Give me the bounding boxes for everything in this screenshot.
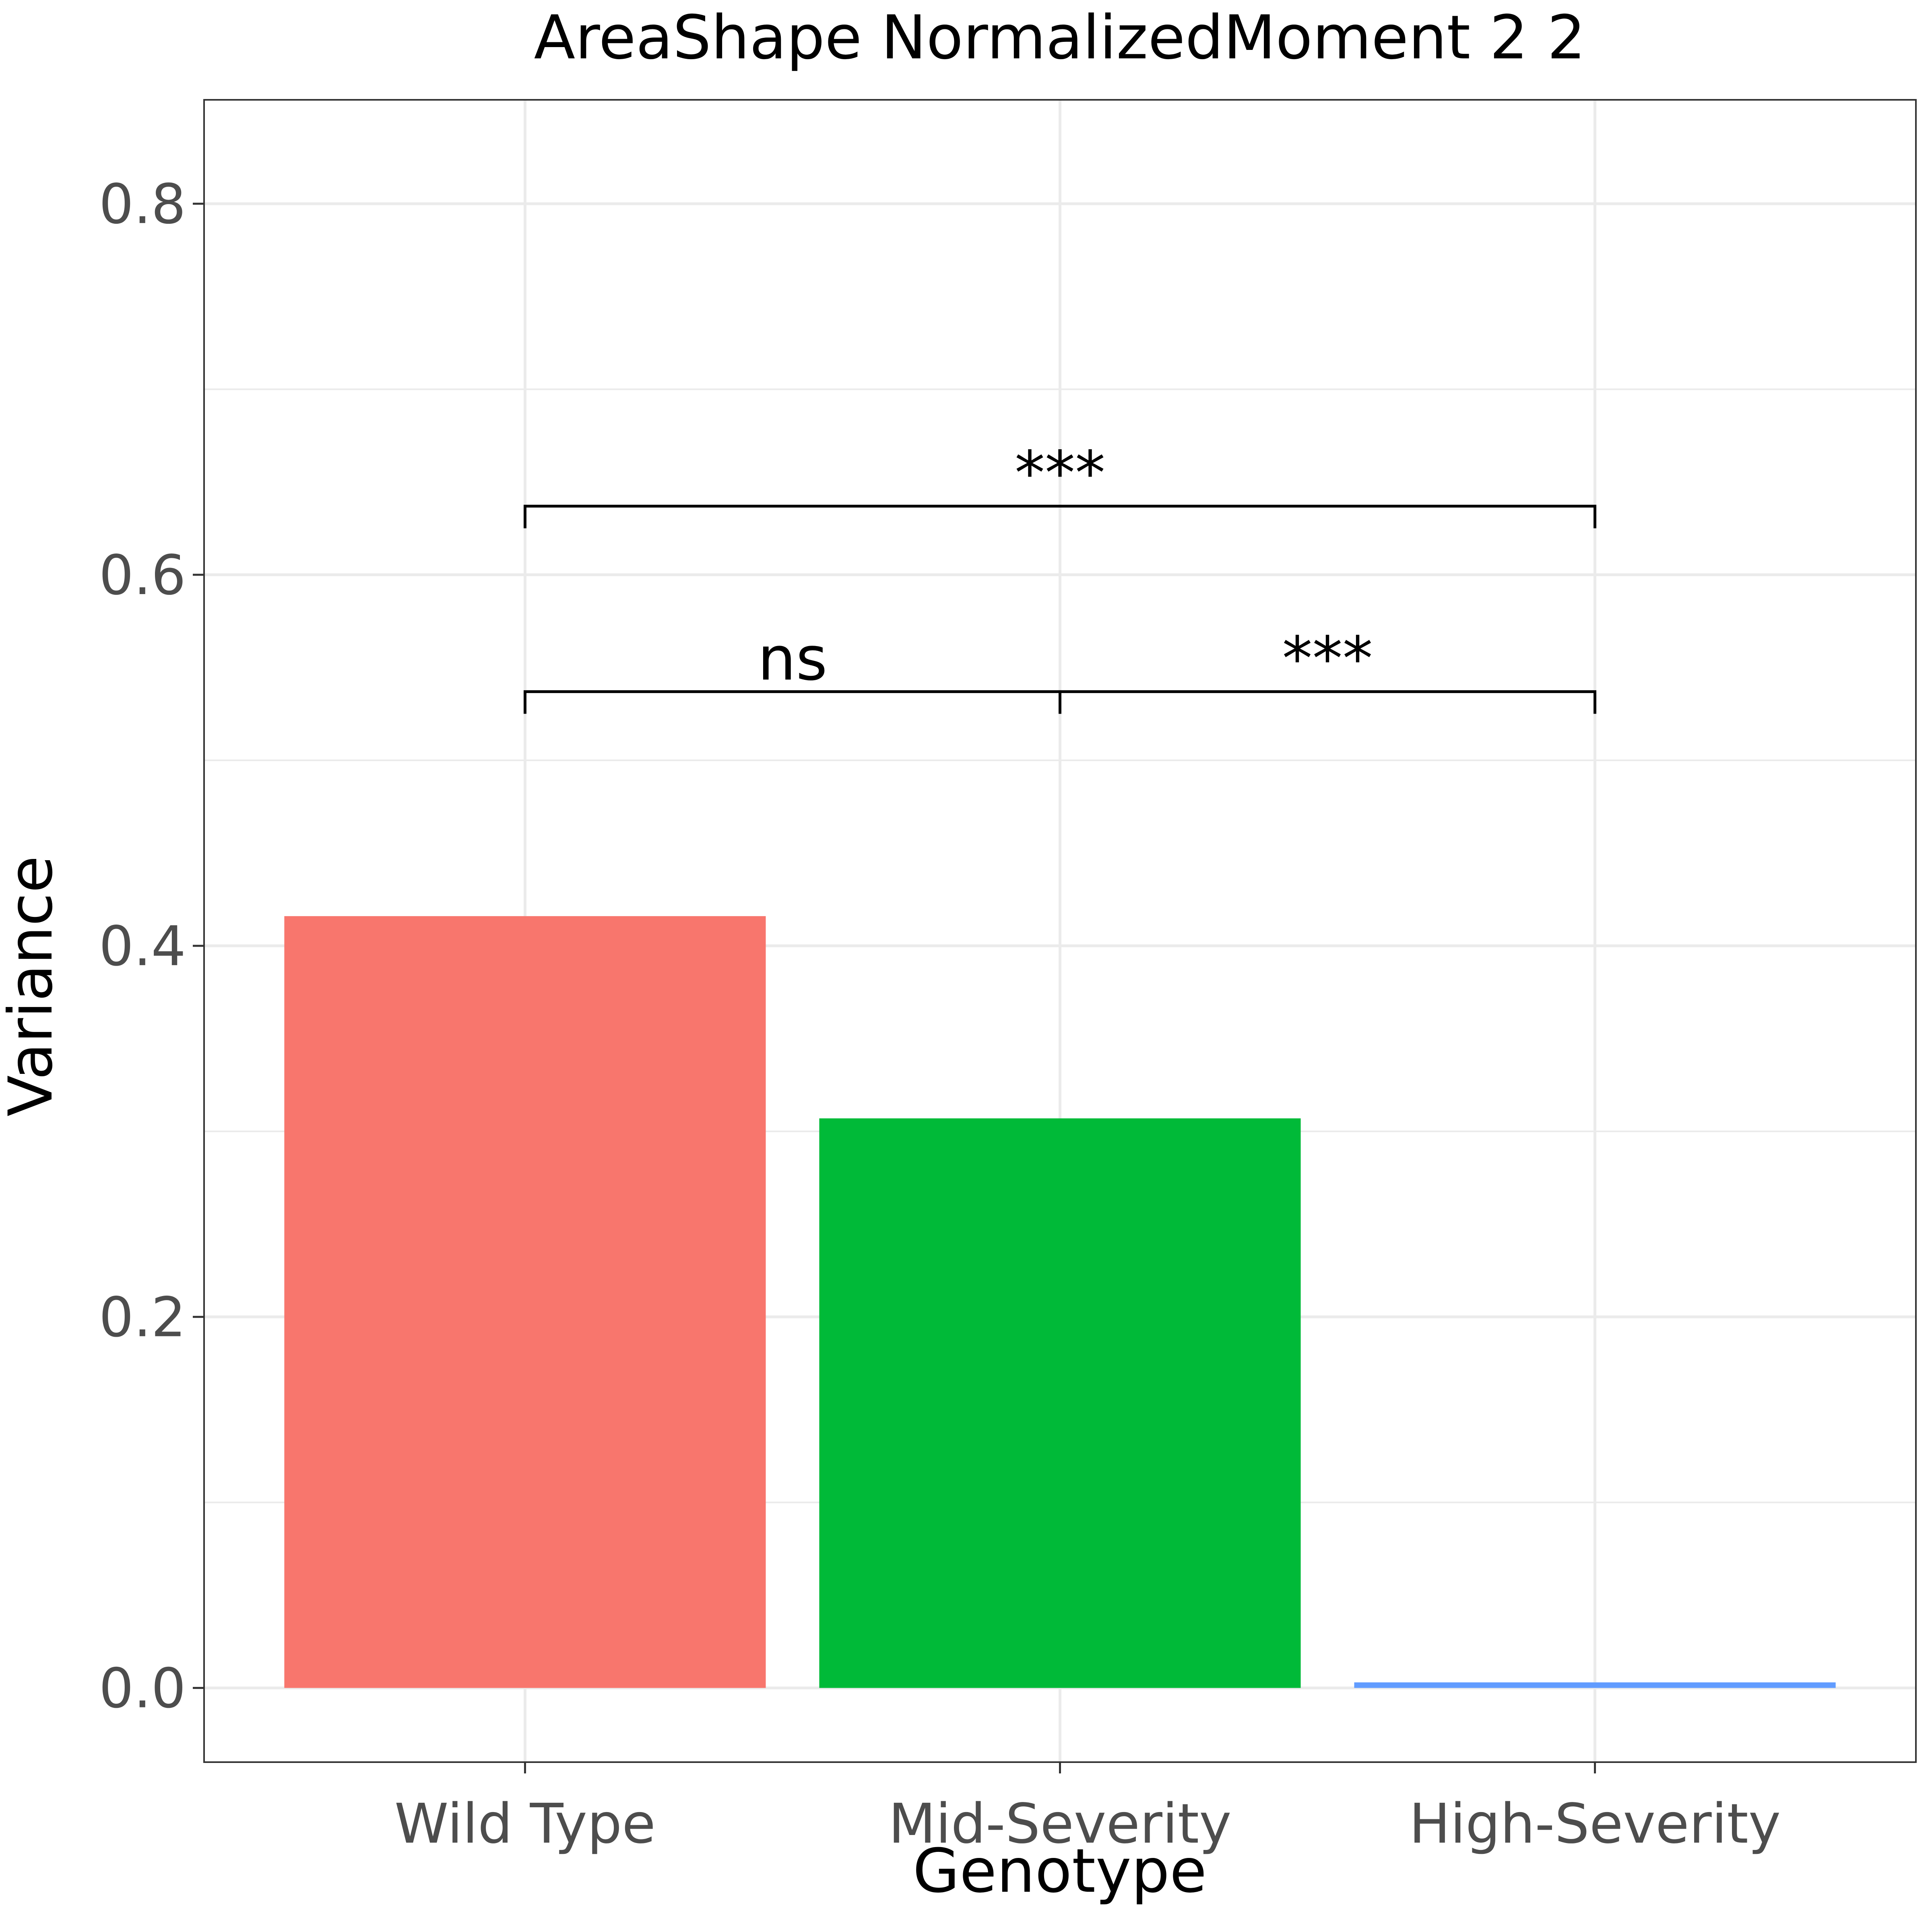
significance-label: ***	[1015, 438, 1105, 508]
y-tick-label: 0.4	[99, 915, 186, 978]
x-tick-label: High-Severity	[1409, 1792, 1781, 1856]
significance-bracket	[1059, 690, 1597, 714]
y-tick-label: 0.8	[99, 173, 186, 236]
significance-label: ns	[758, 624, 827, 694]
y-axis-title: Variance	[0, 856, 66, 1117]
bar	[1354, 1682, 1836, 1688]
x-axis-title: Genotype	[913, 1836, 1207, 1906]
y-tick-label: 0.6	[99, 544, 186, 607]
significance-bracket	[523, 504, 1597, 528]
y-tick-label: 0.2	[99, 1286, 186, 1350]
bar	[819, 1118, 1301, 1688]
x-tick-label: Wild Type	[394, 1792, 656, 1856]
bar	[284, 916, 766, 1688]
chart-title: AreaShape NormalizedMoment 2 2	[534, 3, 1586, 73]
x-tick-label: Mid-Severity	[888, 1792, 1231, 1856]
y-tick-label: 0.0	[99, 1657, 186, 1721]
plot-area: 0.0 0.2 0.4 0.6 0.8 Wild Type Mid-Severity High…	[99, 99, 1917, 1856]
significance-label: ***	[1282, 624, 1373, 694]
